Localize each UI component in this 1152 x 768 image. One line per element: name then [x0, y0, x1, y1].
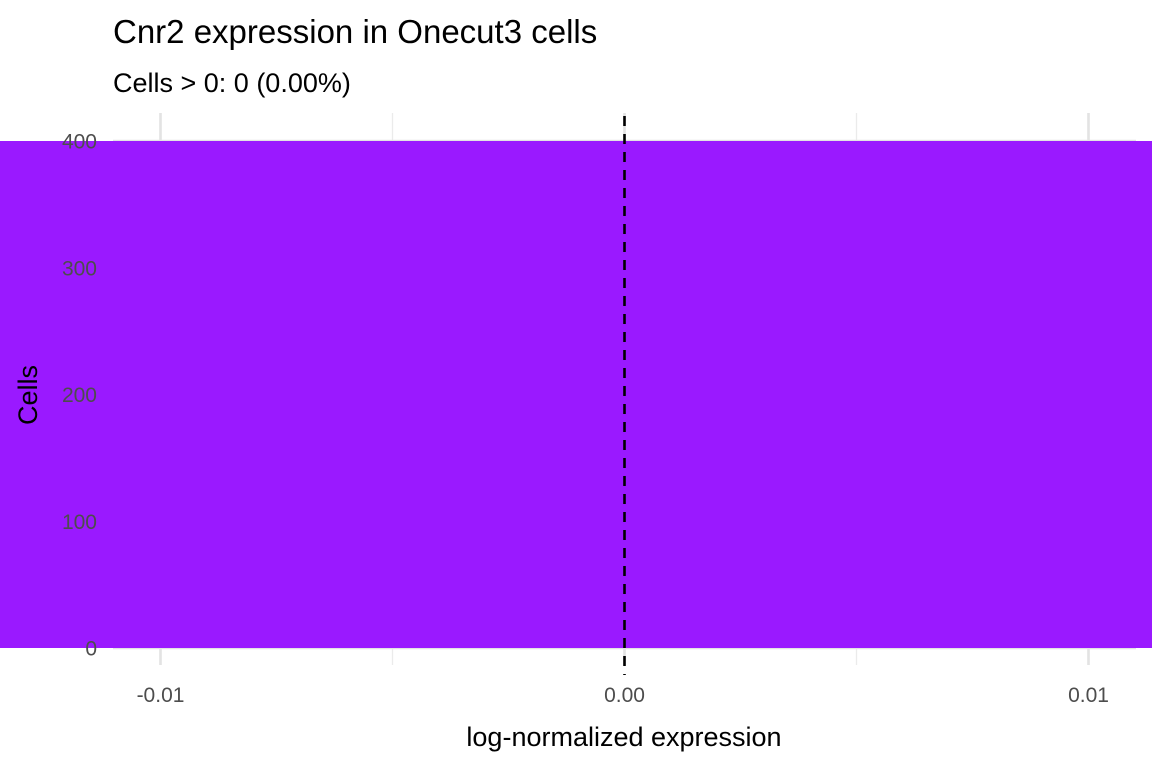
chart-title: Cnr2 expression in Onecut3 cells: [113, 13, 597, 50]
y-tick-label: 0: [85, 638, 97, 661]
y-tick-label: 400: [62, 131, 97, 154]
y-tick-label: 100: [62, 511, 97, 534]
x-tick-label: 0.01: [1068, 684, 1109, 707]
x-axis-title: log-normalized expression: [466, 722, 781, 752]
chart-subtitle: Cells > 0: 0 (0.00%): [113, 68, 351, 98]
y-tick-label: 300: [62, 257, 97, 280]
y-tick-label: 200: [62, 384, 97, 407]
histogram-bar: [0, 141, 1152, 648]
x-tick-label: -0.01: [137, 684, 185, 707]
y-axis-title: Cells: [13, 365, 43, 425]
x-axis-tick-labels: -0.02-0.010.000.010.02: [137, 684, 1109, 707]
x-tick-label: 0.00: [604, 684, 645, 707]
histogram-bars: [0, 141, 1152, 648]
y-axis-tick-labels: 0 100 200 300 400: [62, 131, 97, 661]
